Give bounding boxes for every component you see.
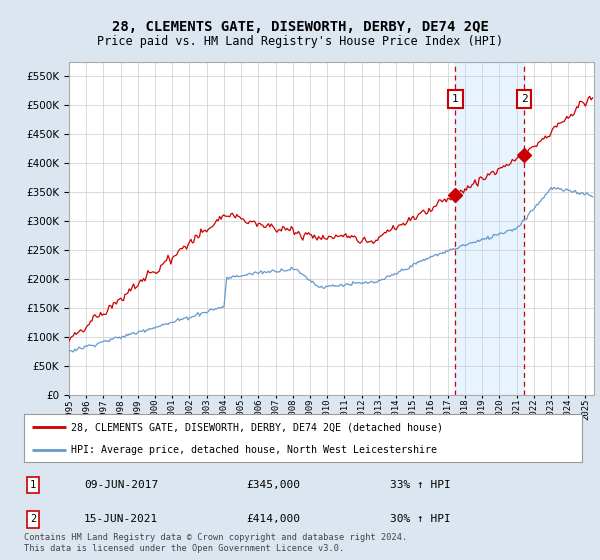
Text: 1: 1: [30, 480, 36, 490]
Text: 28, CLEMENTS GATE, DISEWORTH, DERBY, DE74 2QE (detached house): 28, CLEMENTS GATE, DISEWORTH, DERBY, DE7…: [71, 422, 443, 432]
Text: HPI: Average price, detached house, North West Leicestershire: HPI: Average price, detached house, Nort…: [71, 445, 437, 455]
Text: Contains HM Land Registry data © Crown copyright and database right 2024.
This d: Contains HM Land Registry data © Crown c…: [24, 533, 407, 553]
Text: 30% ↑ HPI: 30% ↑ HPI: [390, 515, 451, 524]
Text: 15-JUN-2021: 15-JUN-2021: [84, 515, 158, 524]
Text: £345,000: £345,000: [246, 480, 300, 490]
Text: 2: 2: [521, 94, 527, 104]
Text: Price paid vs. HM Land Registry's House Price Index (HPI): Price paid vs. HM Land Registry's House …: [97, 35, 503, 48]
Bar: [455, 62, 524, 395]
Text: 28, CLEMENTS GATE, DISEWORTH, DERBY, DE74 2QE: 28, CLEMENTS GATE, DISEWORTH, DERBY, DE7…: [112, 20, 488, 34]
Text: 2: 2: [30, 515, 36, 524]
Text: 1: 1: [452, 94, 458, 104]
Text: £414,000: £414,000: [246, 515, 300, 524]
Text: 09-JUN-2017: 09-JUN-2017: [84, 480, 158, 490]
Text: 33% ↑ HPI: 33% ↑ HPI: [390, 480, 451, 490]
